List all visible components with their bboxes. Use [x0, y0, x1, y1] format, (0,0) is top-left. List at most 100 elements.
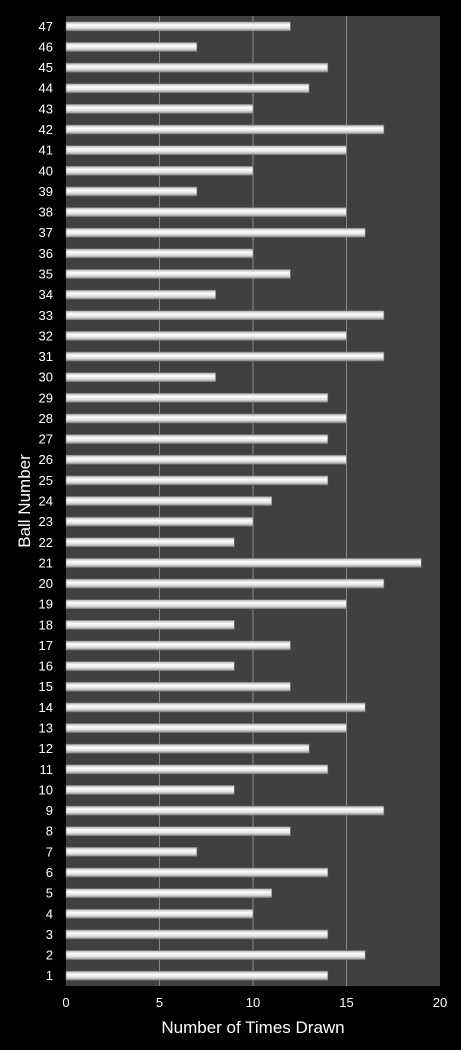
y-tick-label: 42 — [39, 122, 53, 137]
bar-ball-7 — [65, 847, 198, 857]
bar-ball-5 — [65, 888, 272, 898]
x-tick-label: 10 — [246, 995, 260, 1010]
y-tick-label: 31 — [39, 349, 53, 364]
bar-ball-13 — [65, 723, 347, 733]
bar-ball-12 — [65, 743, 310, 754]
bar-ball-1 — [65, 970, 329, 981]
bar-ball-16 — [65, 661, 235, 671]
bar-ball-46 — [65, 42, 198, 52]
bar-ball-4 — [65, 908, 254, 919]
y-tick-label: 30 — [39, 370, 53, 385]
bar-ball-11 — [65, 764, 329, 775]
y-tick-label: 5 — [46, 886, 53, 901]
x-tick-labels: 0 5 10 15 20 — [62, 995, 447, 1010]
y-tick-label: 20 — [39, 576, 53, 591]
x-tick-label: 0 — [62, 995, 69, 1010]
bar-ball-33 — [65, 310, 385, 321]
y-tick-label: 26 — [39, 452, 53, 467]
y-tick-label: 4 — [46, 906, 53, 921]
y-tick-label: 46 — [39, 39, 53, 54]
bar-ball-8 — [65, 826, 291, 837]
y-tick-label: 11 — [40, 762, 54, 777]
bar-ball-28 — [65, 413, 347, 424]
bar-ball-26 — [65, 454, 347, 465]
y-tick-label: 32 — [39, 328, 53, 343]
y-tick-label: 35 — [39, 266, 53, 281]
y-axis-label: Ball Number — [15, 454, 34, 548]
y-tick-label: 21 — [39, 555, 53, 570]
y-tick-label: 1 — [46, 968, 53, 983]
x-tick-label: 15 — [339, 995, 353, 1010]
bar-ball-31 — [65, 351, 385, 362]
bar-ball-30 — [65, 372, 216, 382]
y-tick-label: 38 — [39, 205, 53, 220]
bar-ball-44 — [65, 83, 310, 94]
y-tick-label: 9 — [46, 803, 53, 818]
bar-ball-17 — [65, 640, 291, 651]
bar-ball-40 — [65, 165, 254, 176]
bar-ball-19 — [65, 599, 347, 609]
y-tick-label: 10 — [39, 782, 53, 797]
y-tick-label: 14 — [39, 700, 53, 715]
bar-ball-6 — [65, 867, 329, 878]
y-tick-label: 23 — [39, 514, 53, 529]
y-tick-label: 44 — [39, 81, 53, 96]
y-tick-label: 24 — [39, 494, 53, 509]
y-tick-label: 39 — [39, 184, 53, 199]
y-tick-label: 15 — [39, 679, 53, 694]
y-tick-label: 43 — [39, 101, 53, 116]
y-tick-label: 7 — [46, 844, 53, 859]
bar-ball-27 — [65, 434, 329, 444]
y-tick-label: 47 — [39, 19, 53, 34]
bar-ball-24 — [65, 496, 272, 506]
y-tick-label: 13 — [39, 721, 53, 736]
bar-ball-34 — [65, 289, 216, 300]
y-tick-label: 22 — [39, 535, 53, 550]
y-tick-label: 19 — [39, 597, 53, 612]
bar-ball-36 — [65, 248, 254, 259]
bar-ball-9 — [65, 805, 385, 816]
x-tick-label: 20 — [433, 995, 447, 1010]
y-tick-label: 40 — [39, 163, 53, 178]
y-tick-label: 25 — [39, 473, 53, 488]
y-tick-label: 36 — [39, 246, 53, 261]
bar-ball-23 — [65, 516, 254, 527]
y-tick-label: 28 — [39, 411, 53, 426]
y-tick-label: 34 — [39, 287, 53, 302]
bar-ball-41 — [65, 145, 347, 155]
y-tick-label: 17 — [39, 638, 53, 653]
bar-ball-29 — [65, 393, 329, 403]
bar-ball-42 — [65, 124, 385, 135]
y-tick-label: 37 — [39, 225, 53, 240]
bar-ball-15 — [65, 681, 291, 692]
y-tick-labels: 1234567891011121314151617181920212223242… — [39, 19, 53, 983]
bar-ball-47 — [65, 21, 291, 32]
bar-ball-20 — [65, 578, 385, 589]
bar-ball-3 — [65, 929, 329, 940]
y-tick-label: 16 — [39, 659, 53, 674]
y-tick-label: 27 — [39, 432, 53, 447]
bar-ball-38 — [65, 207, 347, 217]
bar-ball-21 — [65, 558, 422, 568]
bar-ball-35 — [65, 269, 291, 279]
bar-ball-43 — [65, 104, 254, 114]
bar-ball-10 — [65, 785, 235, 795]
y-tick-label: 45 — [39, 60, 53, 75]
y-tick-label: 41 — [39, 143, 53, 158]
y-tick-label: 12 — [39, 741, 53, 756]
x-tick-label: 5 — [156, 995, 163, 1010]
y-tick-label: 6 — [46, 865, 53, 880]
y-tick-label: 18 — [39, 617, 53, 632]
bar-ball-45 — [65, 62, 329, 73]
bar-ball-2 — [65, 950, 366, 960]
y-tick-label: 33 — [39, 308, 53, 323]
bar-ball-37 — [65, 227, 366, 238]
y-tick-label: 2 — [46, 948, 53, 963]
bar-ball-14 — [65, 702, 366, 713]
bar-ball-18 — [65, 620, 235, 630]
x-axis-label: Number of Times Drawn — [161, 1018, 344, 1037]
bar-ball-32 — [65, 331, 347, 341]
bar-ball-39 — [65, 186, 198, 197]
bar-ball-25 — [65, 475, 329, 486]
